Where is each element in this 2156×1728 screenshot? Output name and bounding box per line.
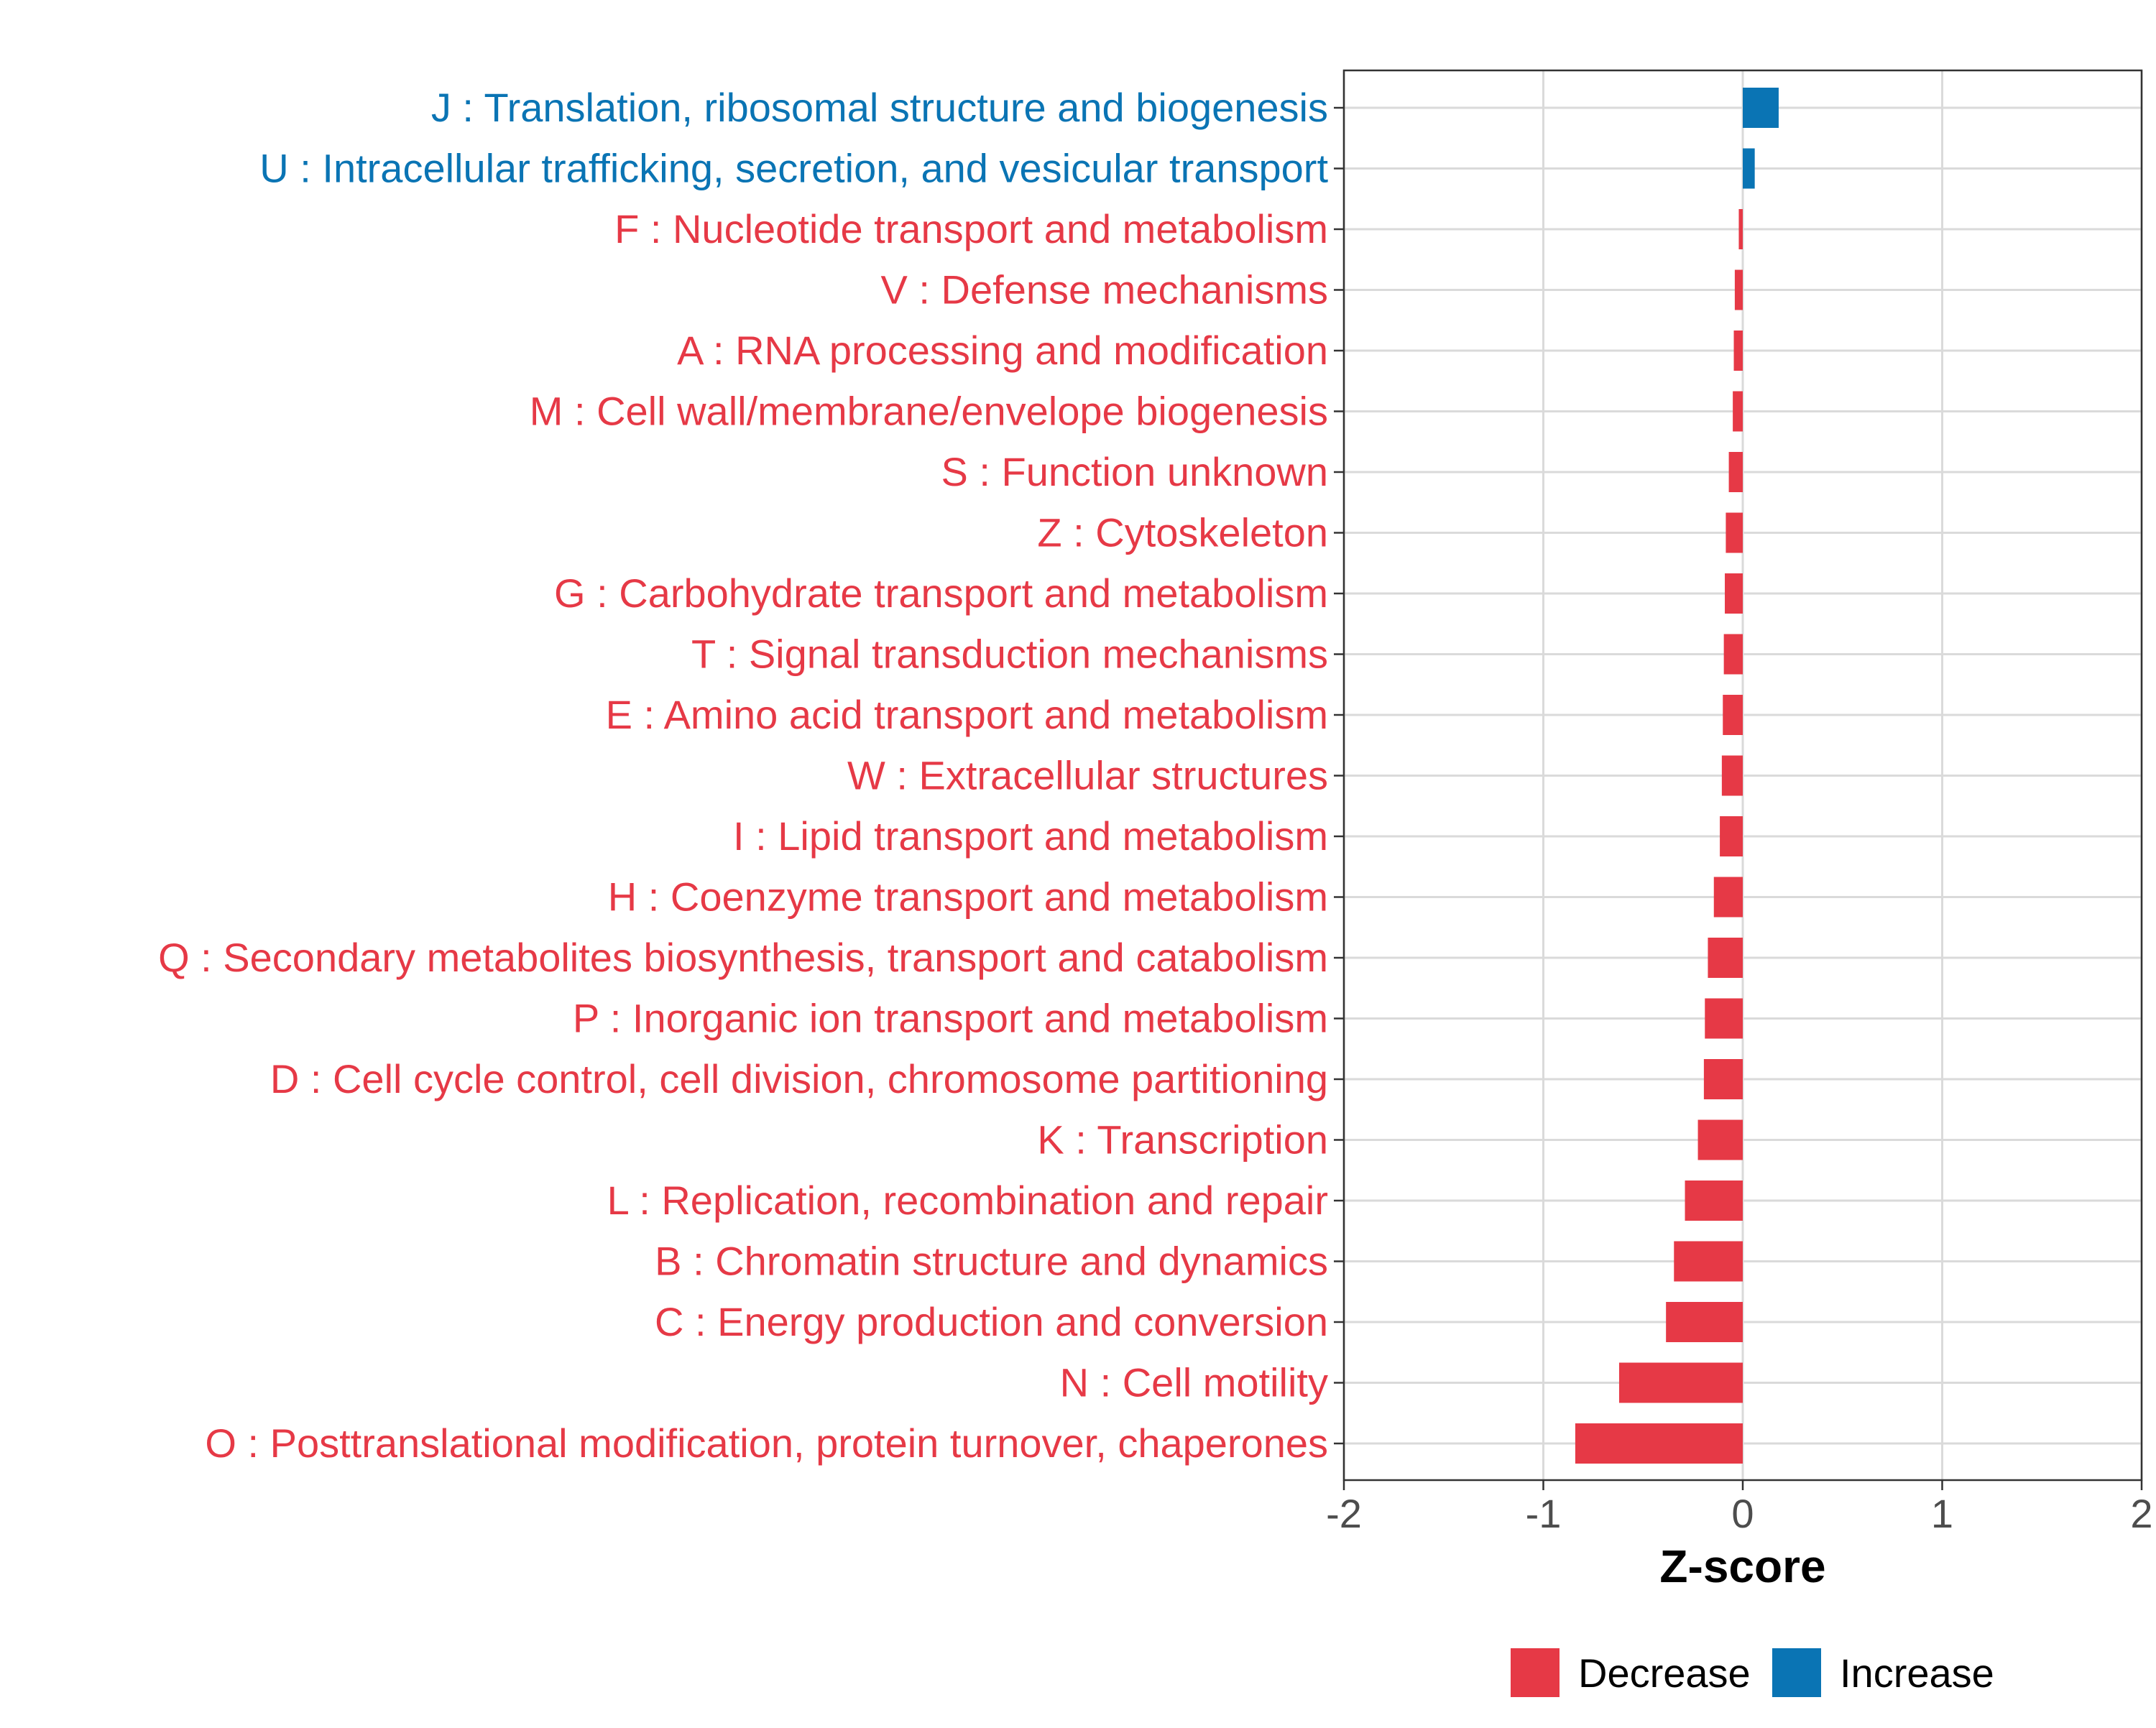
y-tick-label: H : Coenzyme transport and metabolism [608,874,1328,920]
bar-n [1618,1362,1743,1403]
bar-z [1726,512,1743,553]
bar-b [1674,1241,1743,1282]
x-tick-label: 2 [2130,1491,2152,1536]
y-tick-label: V : Defense mechanisms [881,267,1328,313]
y-tick-label: K : Transcription [1037,1117,1328,1163]
x-tick-label: 1 [1931,1491,1953,1536]
x-axis-tick-labels: -2 -1 0 1 2 [1326,1491,2152,1536]
y-tick-label: T : Signal transduction mechanisms [691,632,1328,677]
bar-u [1743,148,1755,189]
bar-s [1728,452,1743,492]
y-tick-label: Q : Secondary metabolites biosynthesis, … [158,935,1328,980]
y-tick-label: D : Cell cycle control, cell division, c… [270,1056,1328,1101]
bar-j [1743,88,1779,128]
bar-d [1703,1059,1743,1099]
y-tick-label: P : Inorganic ion transport and metaboli… [573,996,1328,1041]
y-tick-label: Z : Cytoskeleton [1037,510,1328,555]
bar-k [1697,1119,1743,1160]
y-tick-label: M : Cell wall/membrane/envelope biogenes… [530,389,1328,434]
bar-g [1725,573,1743,614]
y-axis-labels: J : Translation, ribosomal structure and… [158,85,1328,1466]
y-tick-label: N : Cell motility [1060,1360,1328,1405]
x-tick-label: -1 [1526,1491,1562,1536]
bar-l [1685,1181,1743,1221]
y-tick-label: S : Function unknown [941,449,1328,494]
y-tick-label: J : Translation, ribosomal structure and… [431,85,1328,130]
legend-label-decrease: Decrease [1578,1650,1751,1696]
x-axis-title: Z-score [1659,1540,1825,1592]
y-tick-label: G : Carbohydrate transport and metabolis… [554,570,1328,616]
y-tick-label: O : Posttranslational modification, prot… [205,1420,1328,1466]
bar-p [1705,998,1743,1039]
y-tick-label: W : Extracellular structures [847,753,1328,798]
y-tick-label: C : Energy production and conversion [655,1299,1328,1344]
legend-key-decrease [1511,1648,1560,1697]
y-tick-label: A : RNA processing and modification [677,328,1328,373]
bar-m [1733,391,1743,432]
legend: Decrease Increase [1511,1648,1994,1697]
y-tick-label: L : Replication, recombination and repai… [607,1178,1328,1223]
y-tick-label: U : Intracellular trafficking, secretion… [259,146,1328,191]
y-tick-label: E : Amino acid transport and metabolism [606,692,1328,737]
bar-f [1738,209,1743,249]
bars [1575,88,1779,1464]
y-tick-label: I : Lipid transport and metabolism [733,813,1328,859]
legend-key-increase [1772,1648,1821,1697]
legend-label-increase: Increase [1840,1650,1994,1696]
bar-h [1713,877,1743,918]
x-axis-ticks [1342,1480,2143,1490]
y-axis-ticks [1334,106,1344,1445]
bar-c [1666,1302,1743,1342]
x-tick-label: 0 [1731,1491,1754,1536]
bar-i [1720,816,1743,856]
x-tick-label: -2 [1326,1491,1362,1536]
bar-t [1723,634,1743,675]
bar-q [1708,938,1743,978]
bar-a [1733,331,1743,371]
bar-v [1734,269,1743,310]
y-tick-label: F : Nucleotide transport and metabolism [614,206,1328,251]
bar-o [1575,1423,1743,1464]
bar-w [1721,755,1743,796]
y-tick-label: B : Chromatin structure and dynamics [655,1239,1328,1284]
bar-e [1723,695,1743,735]
